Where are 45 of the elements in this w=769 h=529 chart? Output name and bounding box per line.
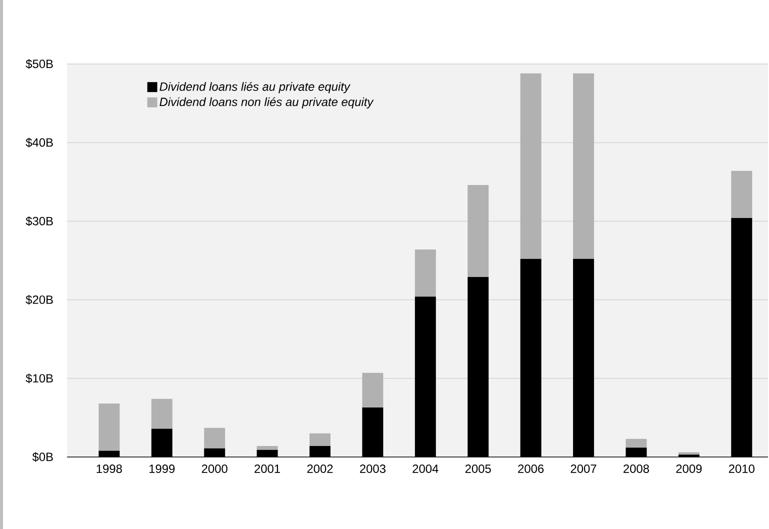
bar xyxy=(626,438,647,448)
x-tick-label: 2006 xyxy=(518,464,544,473)
bar xyxy=(468,185,489,278)
bar xyxy=(256,450,278,457)
bar xyxy=(520,73,542,259)
x-tick-label: 1999 xyxy=(149,464,175,473)
bar xyxy=(414,296,436,457)
x-tick-label: 2010 xyxy=(728,464,754,473)
x-tick-label: 1998 xyxy=(96,464,122,473)
bar xyxy=(204,428,226,448)
y-tick-label: $20B xyxy=(26,294,53,305)
bar xyxy=(256,446,278,450)
x-tick-label: 2007 xyxy=(570,464,596,473)
bar xyxy=(362,372,384,408)
legend-label: Dividend loans non liés au private equity xyxy=(160,97,374,109)
y-tick-label: $10B xyxy=(26,374,53,384)
bar xyxy=(573,258,594,457)
bar xyxy=(204,448,226,457)
bar xyxy=(414,249,436,297)
bar xyxy=(468,277,489,457)
y-tick-label: $0B xyxy=(32,452,53,462)
x-tick-label: 2000 xyxy=(202,464,228,473)
bar xyxy=(573,73,594,259)
x-tick-label: 2008 xyxy=(624,464,650,473)
bar xyxy=(731,170,752,218)
y-tick-label: $40B xyxy=(26,138,53,148)
x-tick-label: 2002 xyxy=(307,464,333,473)
bar xyxy=(731,218,752,457)
x-tick-label: 2009 xyxy=(676,464,702,473)
x-tick-label: 2005 xyxy=(465,464,491,473)
x-tick-label: 2003 xyxy=(360,464,386,473)
bar xyxy=(309,446,330,457)
legend-label: Dividend loans liés au private equity xyxy=(160,82,351,94)
bar xyxy=(151,428,172,457)
bar xyxy=(151,398,172,429)
bar xyxy=(520,258,542,457)
bar xyxy=(309,433,330,446)
bar xyxy=(362,407,384,457)
y-tick-label: $50B xyxy=(26,59,53,69)
y-tick-label: $30B xyxy=(26,216,53,226)
bar xyxy=(98,404,120,451)
x-tick-label: 2004 xyxy=(412,464,438,473)
bar xyxy=(98,450,120,457)
bar xyxy=(626,448,647,457)
x-tick-label: 2001 xyxy=(254,464,280,473)
